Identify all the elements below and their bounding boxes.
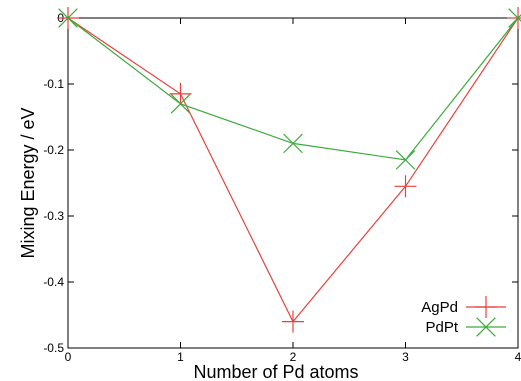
point-pdpt-1 [170,94,191,114]
point-agpd-3 [394,175,417,198]
point-pdpt-3 [395,150,416,170]
legend-label: AgPd [421,299,458,316]
legend-label: PdPt [425,319,458,336]
point-agpd-1 [169,82,192,105]
x-tick-label-2: 2 [290,350,297,364]
x-tick-label-4: 4 [515,350,521,364]
y-tick-label-3: -0.3 [43,209,64,223]
x-axis-label: Number of Pd atoms [193,362,358,381]
series-line-pdpt [67,17,519,161]
y-axis-label: Mixing Energy / eV [18,107,38,258]
series-line-agpd [67,17,519,323]
point-pdpt-0 [58,8,78,28]
point-pdpt-4 [508,8,521,28]
legend-entry-pdpt: PdPt [425,317,506,337]
y-tick-label-1: -0.1 [43,77,64,91]
y-tick-label-5: -0.5 [43,341,64,355]
point-agpd-4 [507,7,521,29]
x-tick-label-1: 1 [177,350,184,364]
series-markers [57,7,521,333]
legend-entry-agpd: AgPd [421,296,506,318]
y-tick-label-4: -0.4 [43,275,64,289]
legend-swatch-marker [475,296,497,318]
legend: AgPd PdPt [421,296,506,337]
y-tick-label-2: -0.2 [43,143,64,157]
legend-swatch-marker [476,317,496,337]
series-lines [67,17,519,323]
point-pdpt-2 [283,133,303,154]
x-tick-label-0: 0 [65,350,72,364]
point-agpd-2 [282,310,304,333]
x-tick-label-3: 3 [402,350,409,364]
